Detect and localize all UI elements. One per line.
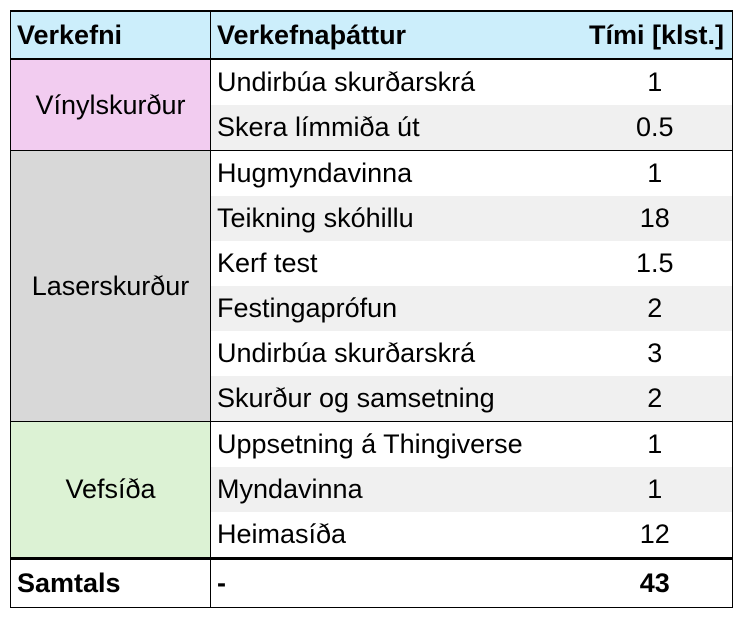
table-row: Kerf test 1.5 [11,241,733,286]
total-row: Samtals - 43 [10,557,733,608]
time-cell: 1 [577,58,733,105]
total-time: 43 [577,557,733,608]
time-cell: 12 [577,512,733,559]
table-row: Vínylskurður Undirbúa skurðarskrá 1 [10,58,733,151]
group-cell: Vínylskurður [10,58,211,151]
time-cell: 1 [577,467,733,512]
task-cell: Festingaprófun [210,286,578,331]
table-row: Skurður og samsetning 2 [11,376,733,422]
header-group: Verkefni [10,10,211,60]
total-label: Samtals [10,557,211,608]
time-cell: 18 [577,196,733,241]
total-task: - [210,557,578,608]
group-cell: Vefsíða [10,421,211,559]
task-cell: Kerf test [210,241,578,286]
task-cell: Skurður og samsetning [210,376,578,422]
time-cell: 1.5 [577,241,733,286]
task-cell: Teikning skóhillu [210,196,578,241]
time-cell: 0.5 [577,105,733,151]
task-time-table: Verkefni Verkefnaþáttur Tími [klst.] Vín… [10,10,733,608]
table-row: Heimasíða 12 [11,512,733,559]
time-cell: 1 [577,421,733,467]
table-row: Vefsíða Uppsetning á Thingiverse 1 [10,421,733,559]
table-row: Laserskurður Hugmyndavinna 1 [10,150,733,422]
time-cell: 2 [577,376,733,422]
header-task: Verkefnaþáttur [210,10,578,60]
task-cell: Undirbúa skurðarskrá [210,58,578,105]
header-row: Verkefni Verkefnaþáttur Tími [klst.] [10,10,733,60]
task-cell: Heimasíða [210,512,578,559]
task-cell: Undirbúa skurðarskrá [210,331,578,376]
task-cell: Myndavinna [210,467,578,512]
time-cell: 3 [577,331,733,376]
table-row: Teikning skóhillu 18 [11,196,733,241]
header-time: Tími [klst.] [577,10,733,60]
table-row: Skera límmiða út 0.5 [11,105,733,151]
task-cell: Skera límmiða út [210,105,578,151]
table-row: Festingaprófun 2 [11,286,733,331]
table-body: Vínylskurður Undirbúa skurðarskrá 1 Skera l… [10,58,733,559]
table-row: Undirbúa skurðarskrá 3 [11,331,733,376]
task-cell: Hugmyndavinna [210,150,578,196]
task-cell: Uppsetning á Thingiverse [210,421,578,467]
time-cell: 1 [577,150,733,196]
group-cell: Laserskurður [10,150,211,422]
time-cell: 2 [577,286,733,331]
table-row: Myndavinna 1 [11,467,733,512]
